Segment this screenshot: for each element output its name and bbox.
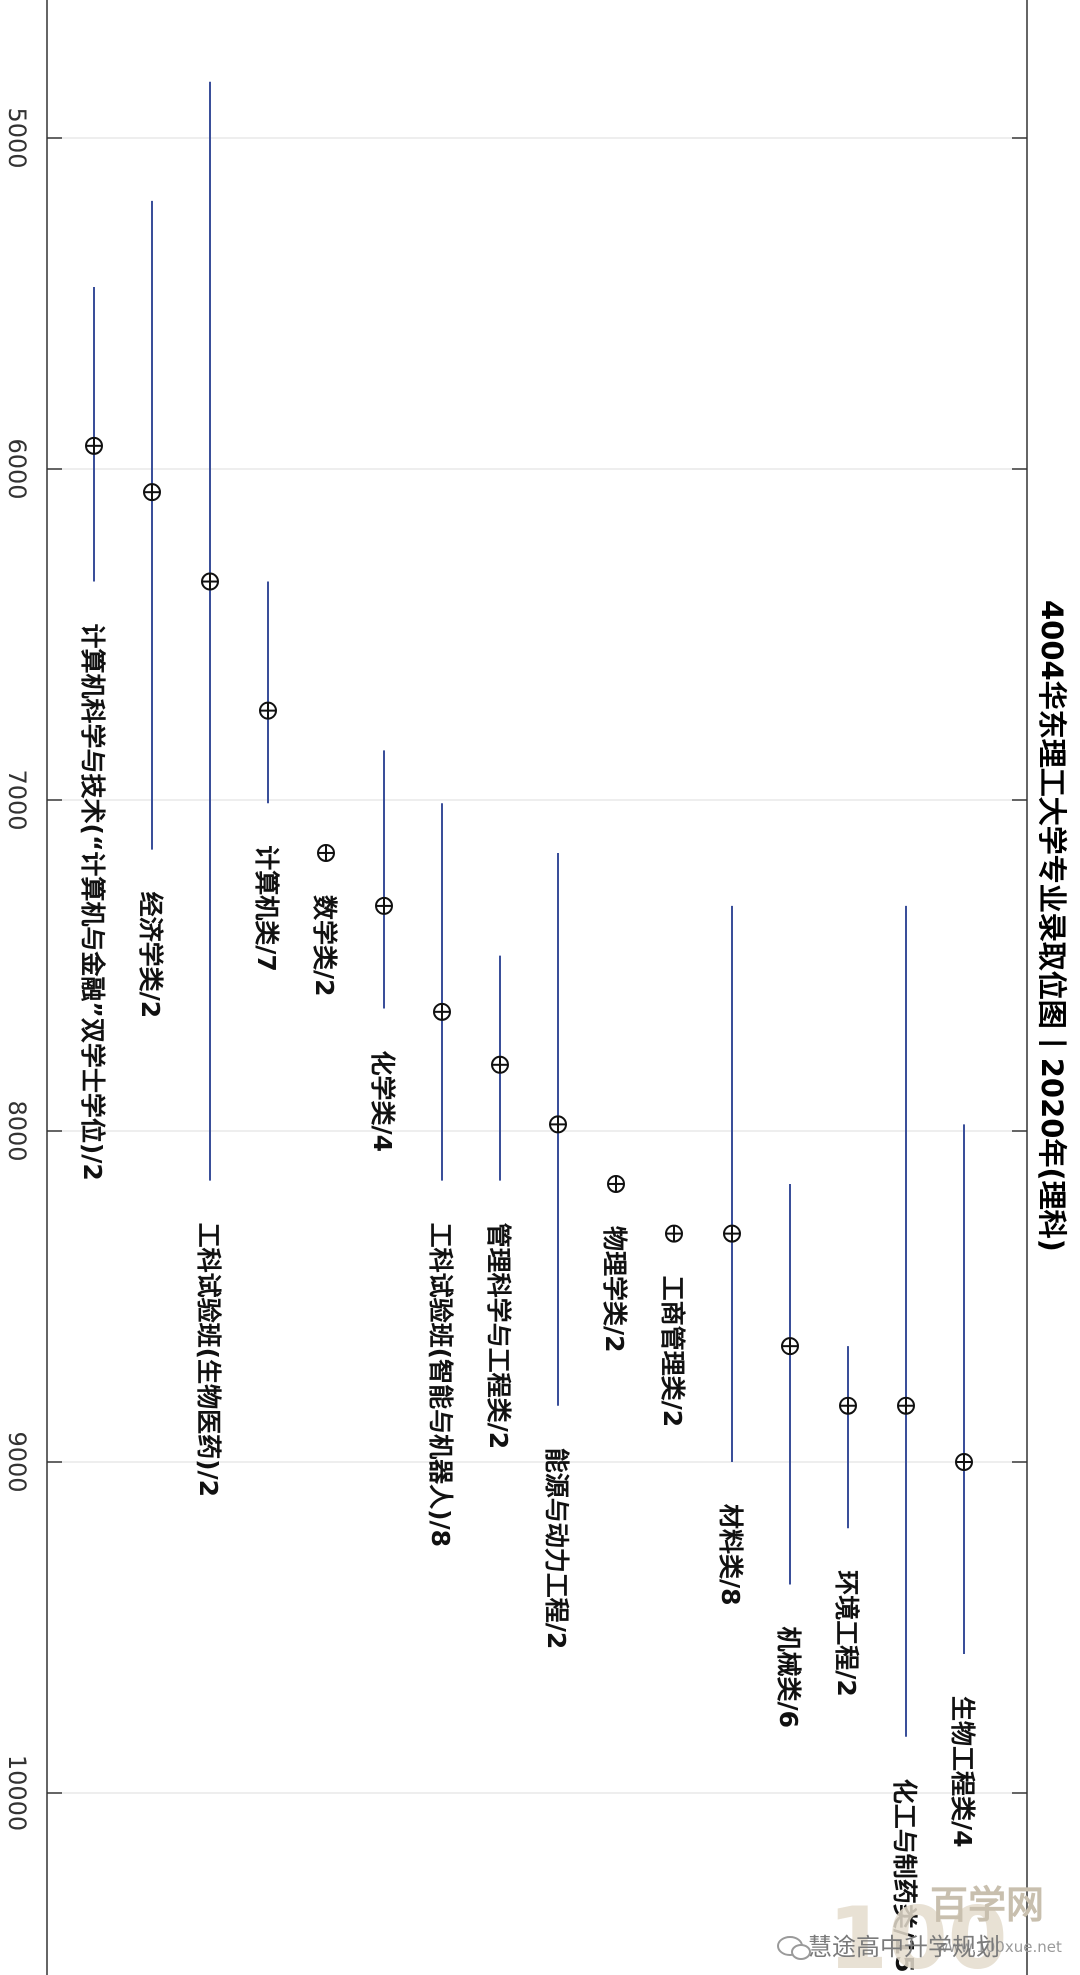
category-label-14: 化工与制药类/15 (890, 1779, 919, 1973)
median-marker-10 (665, 1224, 683, 1243)
tick-label-10000: 10000 (3, 1755, 31, 1831)
chart-title: 4004华东理工大学专业录取位图丨2020年(理科) (1035, 600, 1069, 1252)
median-marker-0 (85, 436, 103, 455)
category-label-3: 计算机类/7 (252, 845, 281, 972)
watermark: 100 百学网 www.100xue.net 慧途高中升学规划 (777, 1883, 1062, 1975)
category-label-0: 计算机科学与技术(“计算机与金融”双学士学位)/2 (78, 624, 107, 1181)
median-marker-6 (433, 1002, 451, 1021)
category-label-5: 化学类/4 (368, 1051, 397, 1153)
category-label-1: 经济学类/2 (136, 892, 165, 1019)
median-marker-12 (781, 1337, 799, 1356)
category-label-15: 生物工程类/4 (948, 1696, 977, 1848)
category-label-11: 材料类/8 (716, 1504, 745, 1606)
tick-label-6000: 6000 (3, 438, 31, 499)
category-label-6: 工科试验班(智能与机器人)/8 (426, 1223, 455, 1547)
tick-label-5000: 5000 (3, 107, 31, 168)
category-label-2: 工科试验班(生物医药)/2 (194, 1223, 223, 1497)
median-marker-7 (491, 1055, 509, 1074)
median-marker-8 (549, 1115, 567, 1134)
category-label-12: 机械类/6 (774, 1626, 803, 1728)
median-marker-11 (723, 1224, 741, 1243)
category-label-10: 工商管理类/2 (658, 1276, 687, 1428)
category-label-4: 数学类/2 (310, 895, 339, 997)
watermark-caption-text: 慧途高中升学规划 (808, 1933, 1000, 1961)
tick-label-7000: 7000 (3, 769, 31, 830)
tick-label-8000: 8000 (3, 1100, 31, 1161)
median-marker-3 (259, 701, 277, 720)
wechat-icon (777, 1936, 811, 1960)
category-label-8: 能源与动力工程/2 (542, 1448, 571, 1650)
median-markers (85, 436, 973, 1471)
range-lines (93, 81, 965, 1737)
category-label-13: 环境工程/2 (832, 1570, 861, 1697)
category-labels: 计算机科学与技术(“计算机与金融”双学士学位)/2 经济学类/2 工科试验班(生物医… (78, 624, 977, 1973)
category-label-7: 管理科学与工程类/2 (484, 1223, 513, 1450)
median-marker-9 (607, 1174, 625, 1193)
median-marker-2 (201, 572, 219, 591)
median-marker-5 (375, 896, 393, 915)
tick-labels: 5000 6000 7000 8000 9000 10000 (3, 107, 31, 1831)
median-marker-1 (143, 483, 161, 502)
watermark-site-text: www.100xue.net (936, 1938, 1062, 1956)
watermark-brand-text: 百学网 (930, 1883, 1044, 1927)
median-marker-13 (839, 1396, 857, 1415)
watermark-logo-text: 100 (828, 1889, 1008, 1975)
median-marker-4 (317, 843, 335, 862)
category-label-9: 物理学类/2 (600, 1226, 629, 1353)
tick-label-9000: 9000 (3, 1431, 31, 1492)
median-marker-15 (955, 1453, 973, 1471)
median-marker-14 (897, 1396, 915, 1415)
